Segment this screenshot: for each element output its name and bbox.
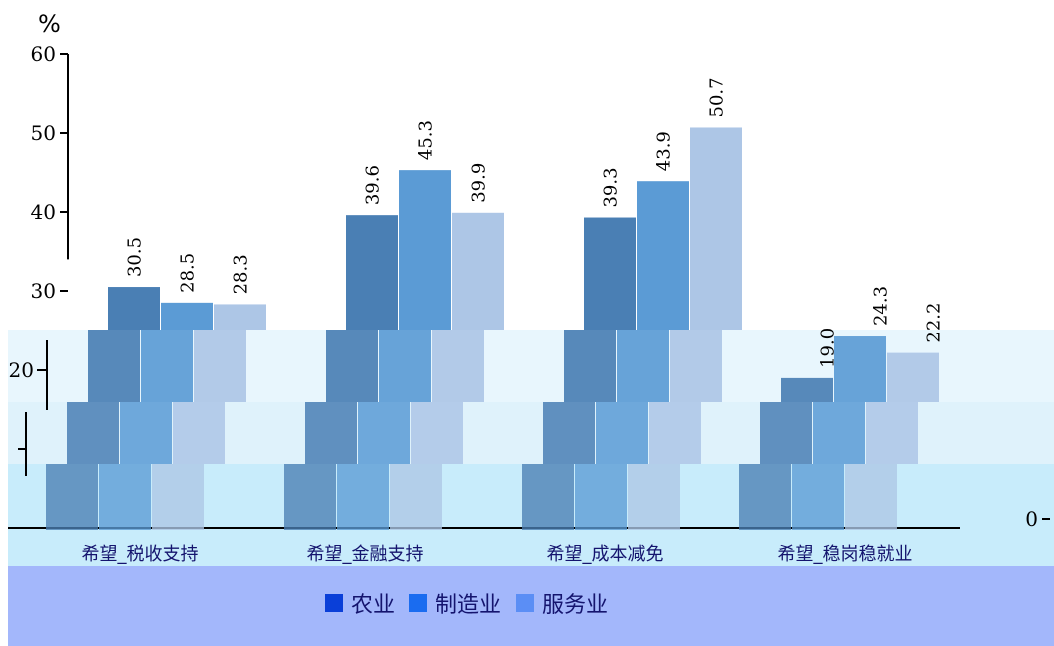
bar-fragment <box>390 464 442 530</box>
bar-fragment <box>46 464 98 530</box>
bar-fragment <box>575 464 627 530</box>
bar-fragment <box>284 464 336 530</box>
data-label: 39.3 <box>601 167 622 207</box>
bar-fragment <box>781 377 833 402</box>
bar <box>637 181 689 330</box>
bar-fragment <box>358 402 410 464</box>
y-tick-label: 0 <box>1025 507 1038 531</box>
y-tick-label: 30 <box>31 279 56 303</box>
bar-fragment <box>522 464 574 530</box>
data-label: 22.2 <box>924 303 945 343</box>
bar <box>399 170 451 330</box>
bar-fragment <box>834 336 886 402</box>
category-label: 希望_金融支持 <box>307 544 424 565</box>
bar-fragment <box>617 330 669 402</box>
bar-fragment <box>99 464 151 530</box>
bar-fragment <box>866 402 918 464</box>
data-label: 43.9 <box>654 131 675 171</box>
legend-entry: 服务业 <box>542 593 608 618</box>
data-label: 28.5 <box>178 253 199 293</box>
bar-fragment <box>432 330 484 402</box>
legend-swatch <box>325 594 343 612</box>
bar-fragment <box>564 330 616 402</box>
data-label: 24.3 <box>871 286 892 326</box>
bar-fragment <box>379 330 431 402</box>
bar-fragment <box>173 402 225 464</box>
bar-fragment <box>411 402 463 464</box>
legend-entry: 农业 <box>351 593 395 618</box>
bar-fragment <box>760 402 812 464</box>
category-label: 希望_稳岗稳就业 <box>778 544 913 565</box>
legend-swatch <box>409 594 427 612</box>
data-label: 39.6 <box>363 165 384 205</box>
category-label: 希望_税收支持 <box>82 544 199 565</box>
data-labels: 30.5 28.5 28.3 39.6 45.3 39.9 39.3 43.9 50.7 19.0… <box>125 77 945 368</box>
bar <box>452 212 504 330</box>
bar <box>161 302 213 330</box>
data-label: 28.3 <box>231 254 252 294</box>
bar-fragment <box>305 402 357 464</box>
bar-fragment <box>845 464 897 530</box>
category-label: 希望_成本减免 <box>547 544 664 565</box>
y-tick-label: 40 <box>31 200 56 224</box>
bar-fragment <box>792 464 844 530</box>
bars <box>108 127 742 330</box>
bar-fragment <box>194 330 246 402</box>
bar-fragment <box>67 402 119 464</box>
y-axis-unit: % <box>38 10 61 38</box>
data-label: 30.5 <box>125 237 146 277</box>
bar-fragment <box>326 330 378 402</box>
bar <box>690 127 742 330</box>
category-labels: 希望_税收支持 希望_金融支持 希望_成本减免 希望_稳岗稳就业 <box>82 544 913 565</box>
data-label: 50.7 <box>707 77 728 117</box>
bar-fragment <box>670 330 722 402</box>
legend-entry: 制造业 <box>435 593 501 618</box>
bar-fragment <box>141 330 193 402</box>
y-tick-label: 50 <box>31 121 56 145</box>
bar <box>584 217 636 330</box>
data-label: 39.9 <box>469 163 490 203</box>
bar-fragment <box>739 464 791 530</box>
bar-fragment <box>543 402 595 464</box>
y-tick-label: 60 <box>31 42 56 66</box>
bar-fragment <box>813 402 865 464</box>
bar-fragment <box>887 352 939 402</box>
bar-fragment <box>596 402 648 464</box>
data-label: 45.3 <box>416 120 437 160</box>
legend: 农业 制造业 服务业 <box>325 593 608 618</box>
bar-fragment <box>628 464 680 530</box>
bar-fragment <box>649 402 701 464</box>
data-label: 19.0 <box>818 328 839 368</box>
legend-swatch <box>516 594 534 612</box>
bar-fragment <box>88 330 140 402</box>
bar-fragment <box>152 464 204 530</box>
bar-fragment <box>337 464 389 530</box>
bar-fragment <box>120 402 172 464</box>
y-tick-label: 20 <box>9 358 34 382</box>
glitch-bars <box>46 330 939 530</box>
bar <box>108 287 160 330</box>
bar <box>346 215 398 330</box>
bar <box>214 304 266 330</box>
